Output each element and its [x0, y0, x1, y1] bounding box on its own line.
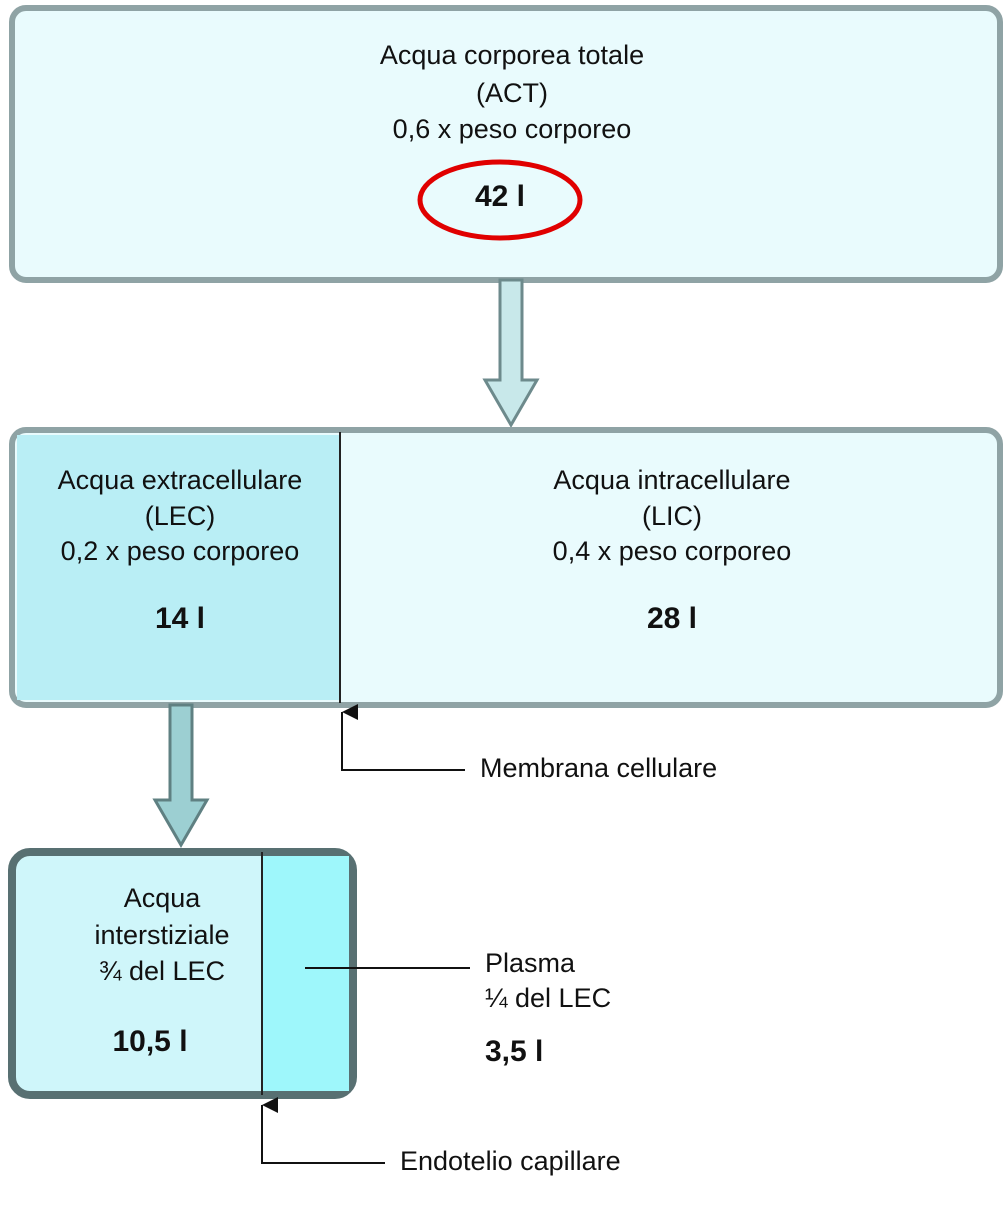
node-amount: 10,5 l — [112, 1025, 187, 1058]
node-amount: 14 l — [155, 602, 205, 635]
node-text: Acqua extracellulare — [58, 465, 303, 495]
lec-region — [17, 435, 340, 700]
node-amount: 42 l — [475, 180, 525, 213]
label: Membrana cellulare — [480, 753, 717, 783]
node-amount: 3,5 l — [485, 1035, 543, 1068]
node-amount: 28 l — [647, 602, 697, 635]
node-text: interstiziale — [94, 920, 229, 950]
plasma-region — [262, 856, 349, 1091]
node-text: Acqua intracellulare — [553, 465, 790, 495]
label: Endotelio capillare — [400, 1146, 621, 1176]
node-text: (ACT) — [476, 78, 548, 108]
pointer — [261, 1097, 385, 1164]
node-text: ¼ del LEC — [485, 983, 611, 1013]
highlight-circle — [417, 159, 583, 241]
node-text: (LEC) — [145, 501, 216, 531]
arrow — [152, 703, 210, 848]
pointer — [341, 704, 465, 771]
node-text: (LIC) — [642, 501, 702, 531]
node-text: Acqua corporea totale — [380, 40, 644, 70]
arrow — [482, 278, 540, 428]
node-text: Acqua — [124, 883, 202, 913]
node-text: 0,2 x peso corporeo — [61, 536, 300, 566]
node-text: 0,4 x peso corporeo — [553, 536, 792, 566]
node-text: Plasma — [485, 948, 576, 978]
node-text: 0,6 x peso corporeo — [393, 114, 632, 144]
node-text: ¾ del LEC — [99, 956, 225, 986]
